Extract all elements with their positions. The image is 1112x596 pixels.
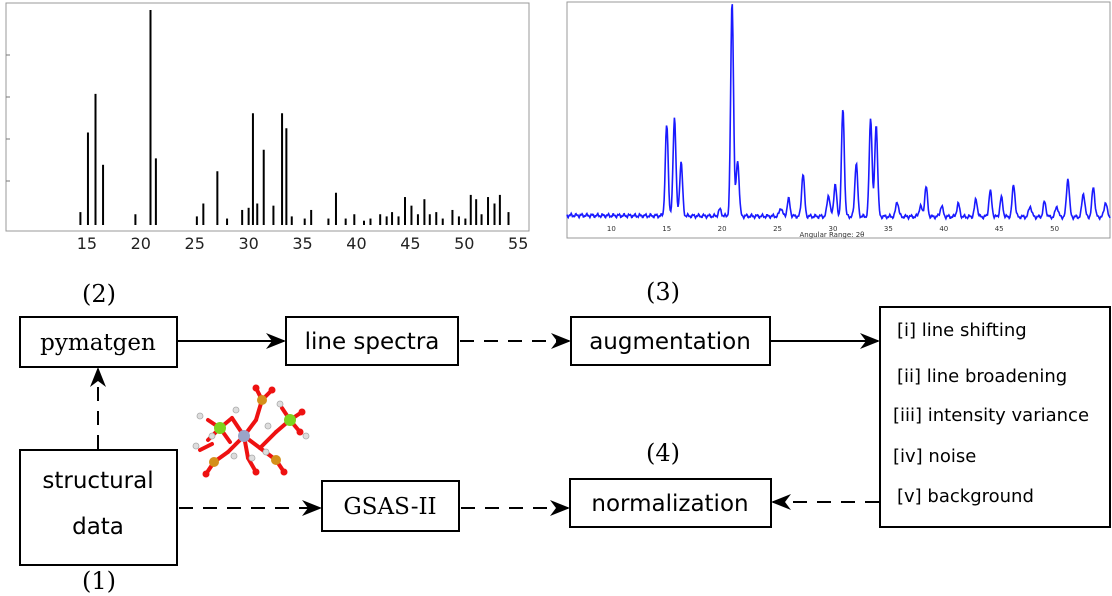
diffraction-pattern-chart: 10 15 20 25 30 35 40 45 50 Angular Range: 2θ	[566, 1, 1111, 239]
node-gsas-ii: GSAS-II	[321, 480, 460, 532]
augmentation-item: [iv] noise	[893, 446, 976, 467]
pattern-x-ticks: 10 15 20 25 30 35 40 45 50	[607, 225, 1059, 233]
augmentation-item: [v] background	[897, 486, 1034, 507]
stick-x-tick-label: 15	[77, 234, 97, 253]
augmentation-item: [iii] intensity variance	[893, 405, 1089, 426]
pattern-x-tick-label: 35	[884, 225, 893, 233]
node-structural-data: structural data	[19, 449, 178, 566]
node-pymatgen: pymatgen	[19, 316, 178, 368]
pattern-x-tick-label: 50	[1050, 225, 1059, 233]
pattern-chart-frame	[566, 1, 1111, 239]
stick-x-tick-label: 20	[131, 234, 151, 253]
stick-x-tick-label: 50	[454, 234, 474, 253]
svg-text:normalization: normalization	[591, 491, 748, 517]
stick-pattern-chart: 15 20 25 30 35 40 45 50 55	[5, 2, 530, 253]
stick-chart-frame	[5, 2, 530, 232]
svg-text:GSAS-II: GSAS-II	[343, 494, 436, 520]
stick-x-tick-label: 35	[292, 234, 312, 253]
step-label-4: (4)	[646, 439, 680, 467]
node-normalization: normalization	[569, 478, 772, 528]
stick-x-tick-label: 40	[346, 234, 366, 253]
stick-bars	[79, 10, 510, 225]
node-augmentation: augmentation	[570, 316, 771, 366]
stick-x-tick-label: 55	[508, 234, 528, 253]
stick-x-tick-label: 30	[238, 234, 258, 253]
step-label-2: (2)	[82, 280, 116, 308]
pattern-x-tick-label: 25	[773, 225, 782, 233]
stick-x-tick-label: 25	[185, 234, 205, 253]
pattern-x-tick-label: 30	[828, 225, 837, 233]
pattern-x-tick-label: 10	[607, 225, 616, 233]
augmentation-item: [ii] line broadening	[897, 366, 1067, 387]
svg-text:structural: structural	[42, 468, 153, 494]
pattern-x-tick-label: 45	[995, 225, 1004, 233]
crystal-structure-image	[192, 384, 310, 478]
pattern-x-tick-label: 40	[939, 225, 948, 233]
svg-text:augmentation: augmentation	[589, 329, 751, 355]
stick-x-ticks: 15 20 25 30 35 40 45 50 55	[77, 234, 529, 253]
svg-text:pymatgen: pymatgen	[40, 330, 156, 356]
pattern-x-axis-label: Angular Range: 2θ	[800, 231, 865, 239]
augmentation-list-box: [i] line shifting [ii] line broadening […	[879, 306, 1111, 528]
step-label-3: (3)	[646, 278, 680, 306]
stick-x-tick-label: 45	[400, 234, 420, 253]
pattern-line	[566, 4, 1111, 222]
augmentation-item: [i] line shifting	[897, 320, 1027, 341]
pattern-x-tick-label: 20	[718, 225, 727, 233]
node-line-spectra: line spectra	[285, 316, 459, 366]
step-label-1: (1)	[82, 567, 116, 595]
pattern-x-tick-label: 15	[662, 225, 671, 233]
svg-text:data: data	[72, 514, 124, 540]
svg-text:line spectra: line spectra	[305, 329, 440, 355]
